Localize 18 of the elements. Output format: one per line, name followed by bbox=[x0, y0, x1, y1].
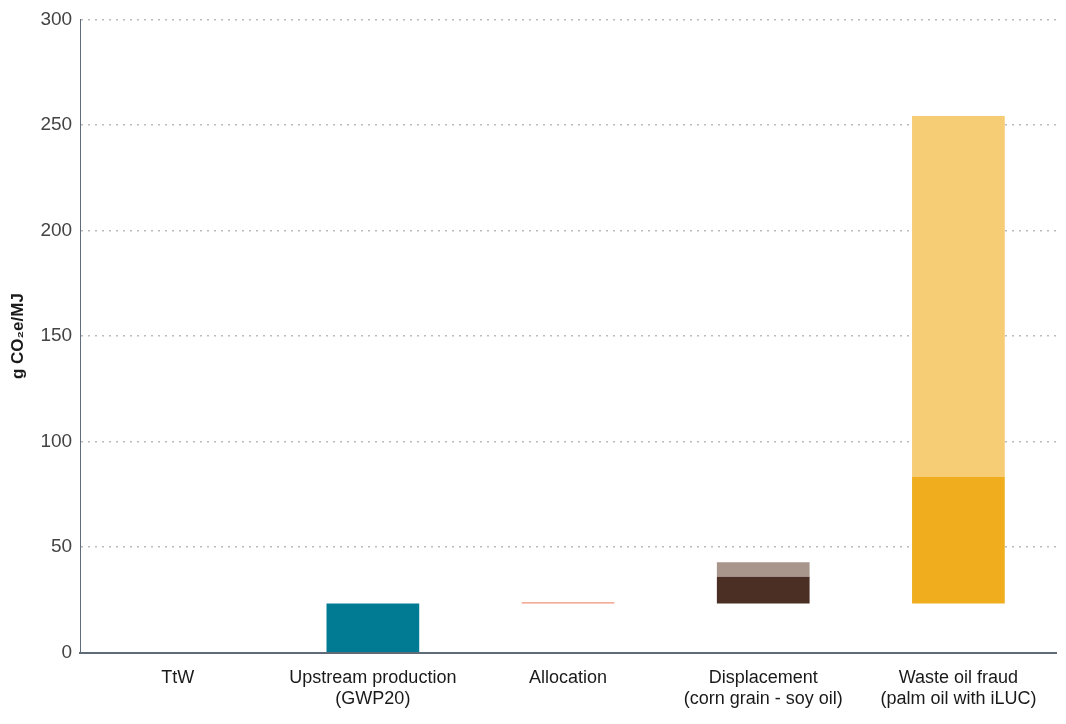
y-tick-label: 50 bbox=[50, 535, 73, 557]
y-tick-label: 200 bbox=[40, 218, 73, 240]
x-tick-label: TtW bbox=[161, 666, 195, 687]
bar bbox=[716, 576, 810, 604]
bar bbox=[716, 562, 810, 577]
y-tick-label: 0 bbox=[61, 641, 73, 663]
bar bbox=[912, 476, 1005, 604]
x-tick-label: Waste oil fraud (palm oil with iLUC) bbox=[880, 666, 1037, 709]
x-tick-label: Displacement (corn grain - soy oil) bbox=[683, 666, 843, 709]
x-tick-label: Allocation bbox=[529, 666, 608, 687]
x-tick-label: Upstream production (GWP20) bbox=[289, 666, 457, 709]
y-tick-label: 150 bbox=[40, 324, 73, 346]
y-tick-label: 300 bbox=[40, 7, 73, 29]
y-tick-label: 100 bbox=[40, 429, 73, 451]
y-tick-label: 250 bbox=[40, 113, 73, 135]
y-axis-title: g CO₂e/MJ bbox=[7, 293, 27, 380]
bar bbox=[326, 603, 420, 653]
bar bbox=[912, 115, 1005, 477]
